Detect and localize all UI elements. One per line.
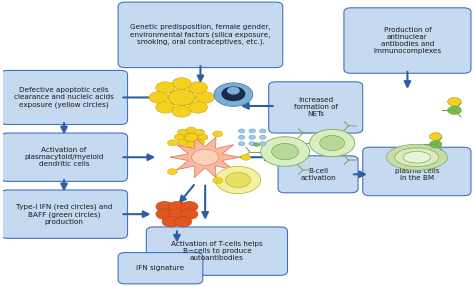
- FancyBboxPatch shape: [0, 133, 128, 181]
- Circle shape: [184, 133, 198, 142]
- Circle shape: [178, 129, 188, 135]
- Circle shape: [222, 87, 245, 101]
- Text: Defective apoptotic cells
clearance and nucleic acids
exposure (yellow circles): Defective apoptotic cells clearance and …: [14, 87, 114, 108]
- FancyBboxPatch shape: [0, 70, 128, 124]
- Text: Production of
antinuclear
antibodies and
immunocomplexes: Production of antinuclear antibodies and…: [374, 27, 441, 54]
- Circle shape: [186, 142, 196, 148]
- Circle shape: [188, 82, 208, 94]
- FancyBboxPatch shape: [344, 8, 471, 73]
- Circle shape: [156, 82, 175, 94]
- Circle shape: [172, 78, 191, 89]
- Circle shape: [241, 154, 251, 160]
- FancyBboxPatch shape: [269, 82, 363, 133]
- Circle shape: [213, 178, 223, 184]
- Circle shape: [156, 201, 173, 212]
- Text: Long-lived
plasma cells
in the BM: Long-lived plasma cells in the BM: [394, 162, 439, 181]
- Text: Activation of
plasmacytoid/myeloid
dendritic cells: Activation of plasmacytoid/myeloid dendr…: [24, 147, 104, 167]
- Circle shape: [447, 106, 461, 114]
- Circle shape: [238, 135, 245, 139]
- Circle shape: [261, 137, 310, 166]
- FancyBboxPatch shape: [146, 227, 288, 275]
- Circle shape: [259, 135, 266, 139]
- Circle shape: [192, 149, 219, 165]
- Circle shape: [320, 136, 345, 150]
- Circle shape: [259, 142, 266, 146]
- Circle shape: [254, 143, 260, 146]
- Circle shape: [181, 209, 198, 219]
- Circle shape: [213, 131, 223, 137]
- Circle shape: [249, 135, 255, 139]
- Circle shape: [429, 133, 442, 140]
- Circle shape: [194, 139, 204, 145]
- FancyBboxPatch shape: [118, 2, 283, 67]
- Circle shape: [429, 140, 442, 148]
- Circle shape: [167, 169, 177, 175]
- FancyBboxPatch shape: [363, 147, 471, 196]
- Circle shape: [178, 139, 188, 145]
- Circle shape: [249, 142, 255, 146]
- Circle shape: [149, 92, 168, 103]
- Circle shape: [310, 129, 355, 157]
- Circle shape: [194, 129, 204, 135]
- Circle shape: [174, 217, 191, 227]
- Circle shape: [188, 102, 208, 113]
- FancyBboxPatch shape: [278, 156, 358, 193]
- Circle shape: [186, 127, 196, 133]
- Ellipse shape: [386, 144, 447, 170]
- Circle shape: [172, 106, 191, 117]
- Circle shape: [238, 142, 245, 146]
- Text: Genetic predisposition, female gender,
environmental factors (silica exposure,
s: Genetic predisposition, female gender, e…: [130, 24, 271, 45]
- Circle shape: [226, 172, 251, 188]
- Circle shape: [447, 98, 461, 106]
- Text: B-cell
activation: B-cell activation: [300, 168, 336, 181]
- Circle shape: [195, 92, 214, 103]
- FancyBboxPatch shape: [118, 253, 203, 284]
- Polygon shape: [170, 137, 240, 178]
- Circle shape: [174, 134, 184, 140]
- Ellipse shape: [395, 148, 439, 166]
- Circle shape: [198, 134, 208, 140]
- FancyBboxPatch shape: [0, 190, 128, 238]
- Circle shape: [168, 89, 195, 106]
- Circle shape: [181, 201, 198, 212]
- Text: Type-I IFN (red circles) and
BAFF (green circles)
production: Type-I IFN (red circles) and BAFF (green…: [16, 204, 112, 225]
- Circle shape: [156, 209, 173, 219]
- Circle shape: [167, 140, 177, 146]
- Circle shape: [214, 83, 253, 106]
- Circle shape: [227, 87, 240, 95]
- Circle shape: [249, 129, 255, 133]
- Circle shape: [259, 129, 266, 133]
- Circle shape: [168, 201, 185, 212]
- Circle shape: [162, 217, 179, 227]
- Circle shape: [216, 166, 261, 194]
- Circle shape: [238, 129, 245, 133]
- Circle shape: [156, 102, 175, 113]
- Circle shape: [168, 209, 185, 219]
- Text: Activation of T-cells helps
B−cells to produce
autoantibodies: Activation of T-cells helps B−cells to p…: [171, 241, 263, 261]
- Text: IFN signature: IFN signature: [137, 265, 184, 271]
- Ellipse shape: [403, 151, 430, 163]
- Circle shape: [272, 143, 299, 160]
- Text: Increased
formation of
NETs: Increased formation of NETs: [294, 98, 337, 118]
